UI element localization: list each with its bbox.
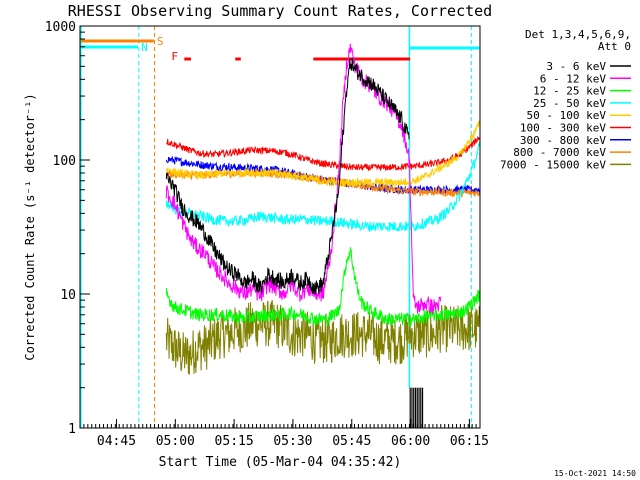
y-axis-label: Corrected Count Rate (s⁻¹ detector⁻¹) xyxy=(23,93,37,360)
legend-label-3: 25 - 50 keV xyxy=(533,97,606,110)
legend-label-1: 6 - 12 keV xyxy=(540,72,607,85)
y-tick-label-3: 1000 xyxy=(45,20,76,35)
legend-label-7: 800 - 7000 keV xyxy=(513,146,606,159)
legend-label-2: 12 - 25 keV xyxy=(533,85,606,98)
legend-label-0: 3 - 6 keV xyxy=(546,60,606,73)
legend-header-line1: Det 1,3,4,5,6,9, xyxy=(525,28,631,41)
y-tick-label-0: 1 xyxy=(68,422,76,437)
y-axis: 1 10 100 1000 xyxy=(45,20,90,437)
x-axis: 04:45 05:00 05:15 05:30 05:45 06:00 06:15 xyxy=(83,419,489,449)
x-tick-label-0: 04:45 xyxy=(97,434,136,449)
legend-label-8: 7000 - 15000 keV xyxy=(500,158,606,171)
x-tick-label-3: 05:30 xyxy=(273,434,312,449)
series-layer xyxy=(165,43,481,375)
saa-flag-label: S xyxy=(157,35,164,48)
flare-flag-label: F xyxy=(171,50,178,63)
legend-label-6: 300 - 800 keV xyxy=(520,134,606,147)
legend-header-line2: Att 0 xyxy=(598,40,631,53)
legend-label-5: 100 - 300 keV xyxy=(520,122,606,135)
series-line-5 xyxy=(166,135,480,172)
series-line-4 xyxy=(165,120,481,189)
series-line-3 xyxy=(165,141,481,232)
y-tick-label-1: 10 xyxy=(60,288,76,303)
night-flag-label: N xyxy=(141,41,148,54)
chart-title: RHESSI Observing Summary Count Rates, Co… xyxy=(68,2,492,20)
x-tick-label-6: 06:15 xyxy=(450,434,489,449)
series-line-2 xyxy=(165,247,481,327)
x-tick-label-1: 05:00 xyxy=(156,434,195,449)
x-tick-label-5: 06:00 xyxy=(391,434,430,449)
legend-label-4: 50 - 100 keV xyxy=(527,109,607,122)
y-tick-label-2: 100 xyxy=(53,154,76,169)
generation-timestamp: 15-Oct-2021 14:50 xyxy=(554,469,636,478)
series-line-0 xyxy=(165,57,410,295)
series-line-8 xyxy=(165,299,481,375)
x-axis-label: Start Time (05-Mar-04 04:35:42) xyxy=(159,455,402,470)
x-tick-label-4: 05:45 xyxy=(332,434,371,449)
x-tick-label-2: 05:15 xyxy=(215,434,254,449)
